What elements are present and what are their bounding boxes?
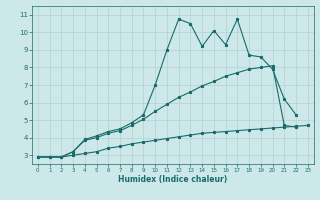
X-axis label: Humidex (Indice chaleur): Humidex (Indice chaleur) — [118, 175, 228, 184]
